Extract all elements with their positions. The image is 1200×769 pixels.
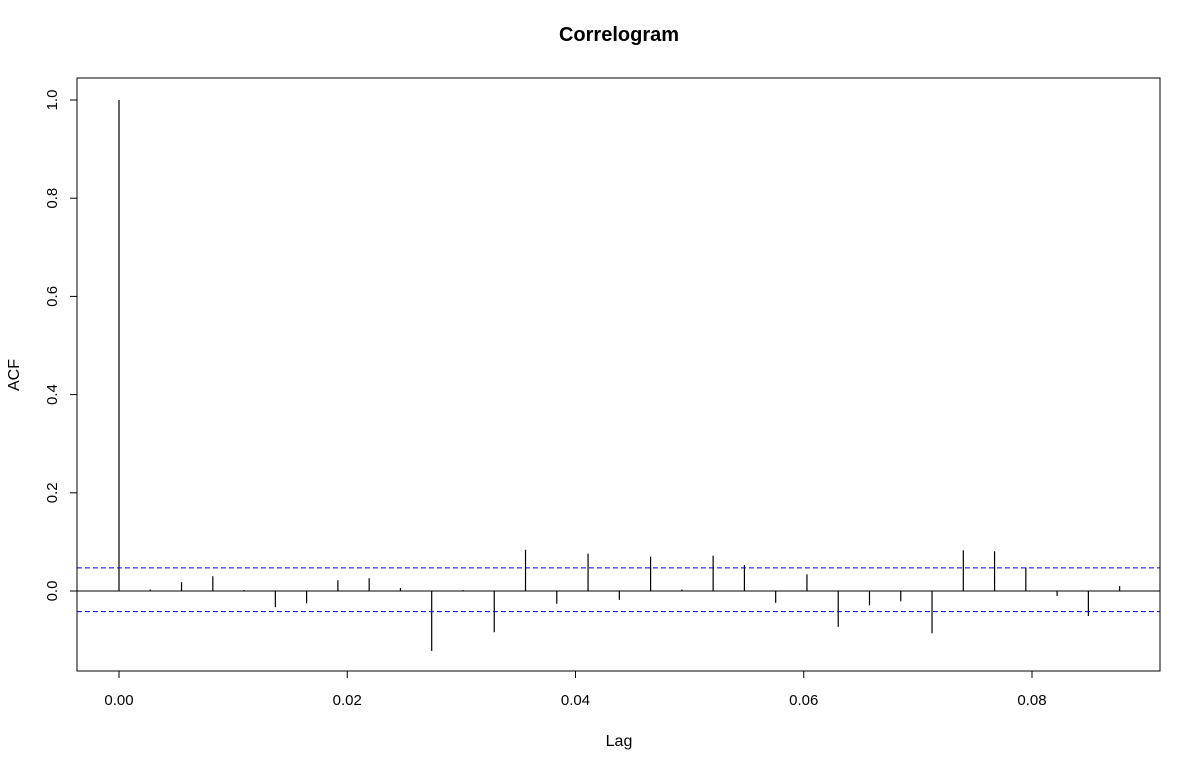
y-tick-label: 0.0 [44, 581, 61, 602]
acf-bars [77, 100, 1160, 651]
x-axis-label: Lag [606, 733, 633, 750]
chart-title: Correlogram [559, 24, 679, 46]
y-tick-label: 0.2 [44, 482, 61, 503]
y-axis: 0.0 0.2 0.4 0.6 0.8 1.0 [44, 90, 78, 602]
y-tick-label: 0.8 [44, 188, 61, 209]
y-tick-label: 0.4 [44, 384, 61, 405]
x-axis: 0.00 0.02 0.04 0.06 0.08 [104, 670, 1047, 709]
y-tick-label: 0.6 [44, 286, 61, 307]
x-tick-label: 0.00 [104, 692, 133, 709]
confidence-bands [77, 567, 1160, 613]
y-tick-label: 1.0 [44, 90, 61, 111]
x-tick-label: 0.08 [1017, 692, 1046, 709]
plot-frame [76, 77, 1161, 672]
x-tick-label: 0.02 [333, 692, 362, 709]
x-tick-label: 0.04 [561, 692, 590, 709]
y-axis-label: ACF [6, 359, 23, 391]
x-tick-label: 0.06 [789, 692, 818, 709]
